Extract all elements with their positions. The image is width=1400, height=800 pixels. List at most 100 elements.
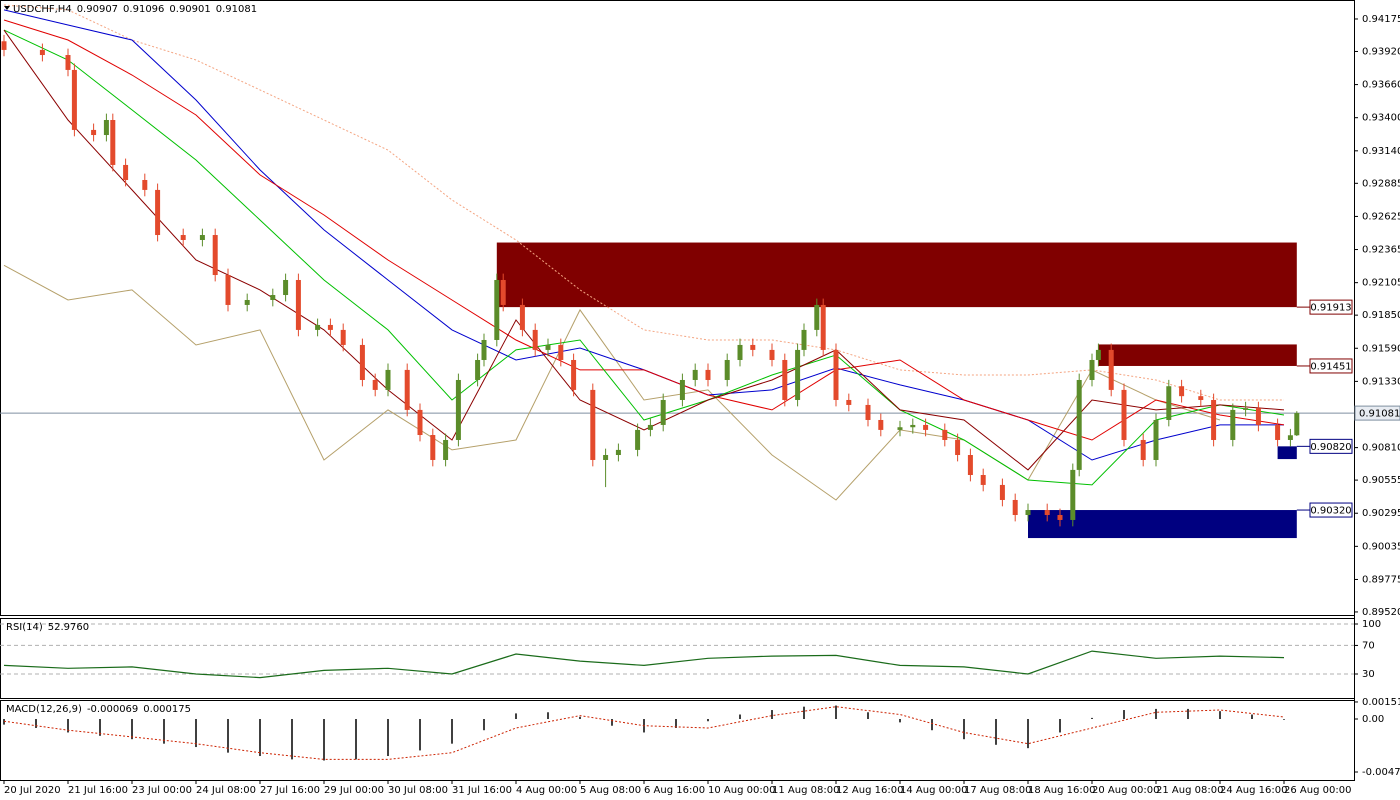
candle-body	[558, 344, 564, 360]
candle-body	[1294, 413, 1300, 436]
candle-body	[1076, 379, 1082, 470]
y-tick-label: 0.90555	[1362, 475, 1400, 486]
indicator-line	[3, 19, 1285, 441]
candle-body	[1025, 510, 1031, 516]
candle-body	[679, 379, 685, 400]
candle-body	[443, 439, 449, 460]
candle-body	[865, 404, 871, 420]
candle-body	[545, 344, 551, 350]
candle-body	[571, 359, 577, 390]
y-tick-label: 0.92885	[1362, 178, 1400, 189]
candle-body	[71, 69, 77, 130]
candle-body	[283, 279, 289, 296]
candle-body	[1166, 386, 1172, 420]
candle-body	[814, 304, 820, 330]
candle-body	[65, 55, 71, 70]
zone	[1028, 510, 1297, 539]
candle-body	[359, 344, 365, 380]
x-tick-label: 18 Aug 16:00	[1028, 785, 1095, 796]
y-tick-label: 0.93920	[1362, 46, 1400, 57]
zone-label: 0.90320	[1310, 506, 1351, 517]
candle-body	[942, 429, 948, 440]
y-tick-label: 0.92625	[1362, 211, 1400, 222]
x-tick-label: 31 Jul 16:00	[452, 785, 512, 796]
candle-body	[1044, 510, 1050, 516]
y-tick-label: 0.90295	[1362, 508, 1400, 519]
header-text: RSI(14)	[6, 622, 43, 633]
y-tick-label: 0.94175	[1362, 14, 1400, 25]
y-tick-label: 0.91330	[1362, 376, 1400, 387]
header-text: 0.91096	[123, 4, 164, 15]
candle-body	[1230, 409, 1236, 440]
indicator-line	[3, 4, 1284, 401]
y-tick-label: 0.91850	[1362, 310, 1400, 321]
x-tick-label: 21 Aug 08:00	[1156, 785, 1223, 796]
candle-body	[705, 369, 711, 380]
y-tick-label: 0.92105	[1362, 278, 1400, 289]
candle-body	[750, 344, 756, 350]
candle-body	[1198, 396, 1204, 400]
y-tick-label: 30	[1362, 669, 1375, 680]
candle-body	[897, 427, 903, 430]
x-tick-label: 5 Aug 08:00	[580, 785, 641, 796]
header-text: 0.91081	[216, 4, 257, 15]
rsi-line	[3, 650, 1285, 679]
candle-body	[295, 279, 301, 330]
zone	[1277, 446, 1297, 460]
x-tick-label: 14 Aug 00:00	[900, 785, 967, 796]
y-tick-label: 0.001519	[1362, 697, 1400, 708]
x-tick-label: 10 Aug 00:00	[708, 785, 775, 796]
zone-label-box	[1309, 502, 1353, 518]
y-tick-label: 0.90810	[1362, 443, 1400, 454]
x-tick-label: 24 Aug 16:00	[1220, 785, 1287, 796]
candle-body	[340, 329, 346, 345]
panel-header: MACD(12,26,9) -0.000069 0.000175	[6, 704, 191, 715]
zone-label: 0.91451	[1310, 361, 1351, 372]
panel-header: USDCHF,H4 0.90907 0.91096 0.90901 0.91081	[13, 4, 257, 15]
y-tick-label: 0.91590	[1362, 343, 1400, 354]
y-tick-label: 100	[1362, 619, 1381, 630]
candle-body	[955, 439, 961, 456]
last-price-box	[1354, 405, 1400, 421]
candle-body	[615, 449, 621, 456]
zone-label-box	[1309, 299, 1353, 315]
candle-body	[212, 235, 218, 276]
x-tick-label: 26 Aug 00:00	[1284, 785, 1351, 796]
x-tick-label: 21 Jul 16:00	[68, 785, 128, 796]
candle-body	[1095, 349, 1101, 360]
candle-body	[801, 329, 807, 350]
y-tick-label: 0.93140	[1362, 146, 1400, 157]
candle-body	[846, 399, 852, 405]
candle-body	[724, 359, 730, 380]
candle-body	[103, 119, 109, 136]
candle-body	[315, 324, 321, 330]
x-tick-label: 11 Aug 08:00	[772, 785, 839, 796]
candle-body	[110, 119, 116, 165]
candle-body	[795, 349, 801, 400]
x-tick-label: 24 Jul 08:00	[196, 785, 256, 796]
y-tick-label: 0.93660	[1362, 80, 1400, 91]
x-tick-label: 23 Jul 00:00	[132, 785, 192, 796]
candle-body	[1211, 399, 1217, 440]
candle-body	[1255, 408, 1261, 425]
candle-body	[1287, 435, 1293, 440]
panel-header: RSI(14) 52.9760	[6, 622, 89, 633]
header-text: -0.000069	[87, 704, 138, 715]
candle-body	[455, 379, 461, 440]
candle-body	[820, 304, 826, 350]
y-tick-label: 0.00	[1362, 714, 1384, 725]
candle-body	[372, 379, 378, 390]
candle-body	[500, 279, 506, 305]
candle-body	[91, 129, 97, 136]
candle-body	[475, 359, 481, 380]
header-text: 0.90901	[169, 4, 210, 15]
y-tick-label: 0.90035	[1362, 541, 1400, 552]
candle-body	[1012, 499, 1018, 516]
x-tick-label: 4 Aug 00:00	[516, 785, 577, 796]
zone-label: 0.91913	[1310, 303, 1351, 314]
candle-body	[635, 429, 641, 450]
header-text: 0.000175	[143, 704, 191, 715]
candle-body	[155, 189, 161, 236]
candle-body	[417, 409, 423, 436]
